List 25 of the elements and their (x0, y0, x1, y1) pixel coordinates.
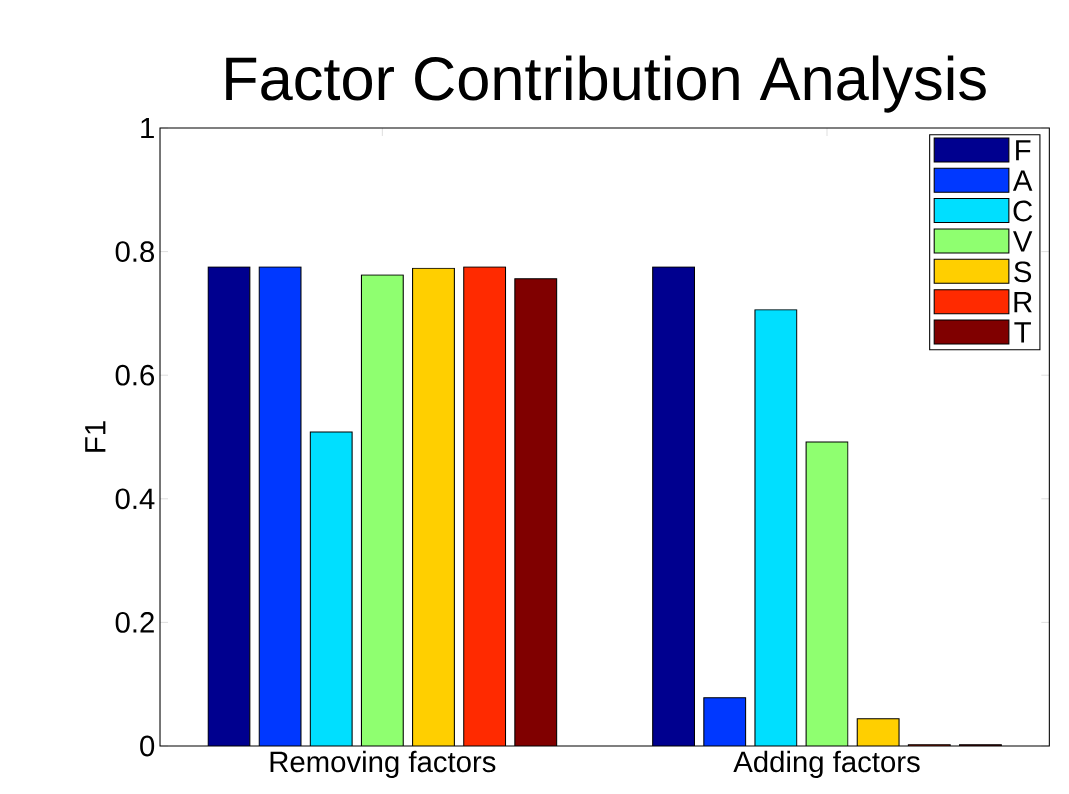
y-tick-label: 1 (141, 117, 154, 139)
legend-label: R (1014, 291, 1032, 313)
legend-label: S (1014, 261, 1032, 283)
legend-label: V (1013, 231, 1033, 252)
y-tick-label: 0.8 (115, 241, 155, 262)
legend-label: A (1012, 170, 1033, 191)
bar (805, 441, 849, 746)
chart-title: Factor Contribution Analysis (226, 55, 986, 113)
bar (514, 278, 558, 746)
bar (463, 266, 507, 746)
y-tick-label: 0.2 (115, 612, 154, 633)
y-tick-label: 0 (140, 735, 155, 757)
legend-label: F (1016, 140, 1031, 161)
legend-label: T (1014, 322, 1031, 343)
x-tick-label: Adding factors (733, 750, 920, 779)
y-tick-label: 0.6 (115, 364, 155, 386)
y-axis-title: F1 (85, 421, 106, 452)
bar (412, 267, 455, 746)
x-tick-label: Removing factors (270, 750, 496, 779)
y-tick-label: 0.4 (115, 488, 155, 510)
bar (360, 274, 404, 746)
bar (207, 266, 251, 746)
bar (652, 266, 696, 746)
bar (856, 718, 900, 746)
legend-label: C (1013, 200, 1033, 222)
